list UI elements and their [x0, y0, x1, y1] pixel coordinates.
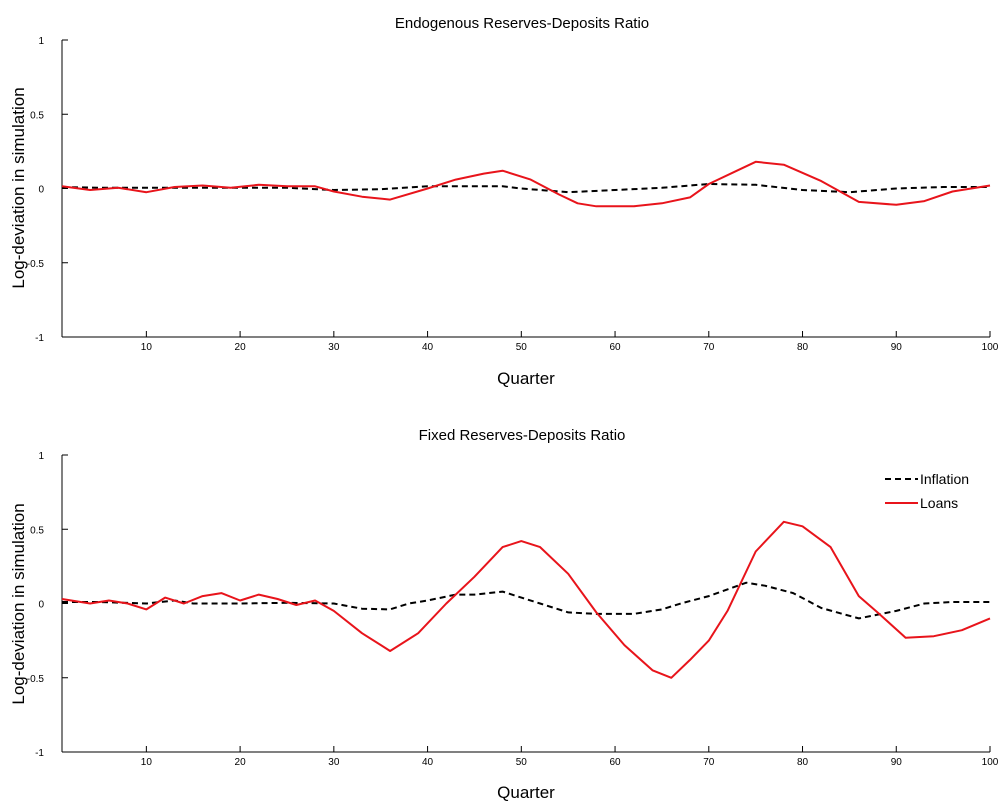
x-tick-label: 60: [609, 342, 621, 353]
x-tick-label: 100: [982, 757, 999, 768]
y-tick-label: -0.5: [27, 674, 45, 685]
tick-marks: 10 20 30 40 50 60 70 80 90 100 -1 -0.5 0 0.5 1: [27, 36, 999, 353]
series-line-inflation: [61, 183, 990, 194]
plot-area: [61, 455, 990, 753]
y-axis-label: Log-deviation in simulation: [9, 87, 28, 288]
x-tick-label: 100: [982, 342, 999, 353]
x-axis-label: Quarter: [497, 369, 555, 388]
x-tick-label: 80: [797, 757, 809, 768]
x-tick-label: 70: [703, 757, 715, 768]
chart-title: Fixed Reserves-Deposits Ratio: [419, 427, 626, 444]
chart-title: Endogenous Reserves-Deposits Ratio: [395, 15, 649, 32]
y-tick-label: 0.5: [30, 110, 44, 121]
series-layer: [61, 520, 991, 679]
legend: Inflation Loans: [885, 471, 969, 511]
x-tick-label: 50: [516, 342, 528, 353]
x-tick-label: 30: [328, 342, 340, 353]
series-line-inflation: [62, 581, 990, 620]
x-tick-label: 80: [797, 342, 809, 353]
y-tick-label: 1: [38, 36, 44, 47]
chart-panel-fixed: Fixed Reserves-Deposits Ratio 10 20 30 40 50…: [9, 427, 999, 802]
chart-panel-endogenous: Endogenous Reserves-Deposits Ratio 10 20 3…: [9, 15, 999, 388]
series-line-loans: [61, 160, 991, 208]
x-tick-label: 10: [141, 757, 153, 768]
x-tick-label: 20: [235, 342, 247, 353]
x-tick-label: 20: [235, 757, 247, 768]
legend-label-inflation: Inflation: [920, 471, 969, 487]
y-tick-label: -1: [35, 333, 44, 344]
x-tick-label: 10: [141, 342, 153, 353]
x-tick-label: 40: [422, 757, 434, 768]
x-tick-label: 50: [516, 757, 528, 768]
series-line-loans: [61, 520, 991, 679]
x-tick-label: 30: [328, 757, 340, 768]
y-tick-label: -0.5: [27, 259, 45, 270]
x-tick-label: 70: [703, 342, 715, 353]
y-tick-label: 0.5: [30, 525, 44, 536]
x-tick-label: 90: [891, 342, 903, 353]
y-tick-label: 1: [38, 451, 44, 462]
x-tick-label: 40: [422, 342, 434, 353]
y-tick-label: -1: [35, 748, 44, 759]
x-tick-label: 60: [609, 757, 621, 768]
y-tick-label: 0: [38, 185, 44, 196]
series-layer: [61, 160, 991, 208]
x-axis-label: Quarter: [497, 783, 555, 802]
tick-marks: 10 20 30 40 50 60 70 80 90 100 -1 -0.5 0 0.5 1: [27, 451, 999, 768]
y-tick-label: 0: [38, 600, 44, 611]
y-axis-label: Log-deviation in simulation: [9, 503, 28, 704]
x-tick-label: 90: [891, 757, 903, 768]
legend-label-loans: Loans: [920, 495, 958, 511]
